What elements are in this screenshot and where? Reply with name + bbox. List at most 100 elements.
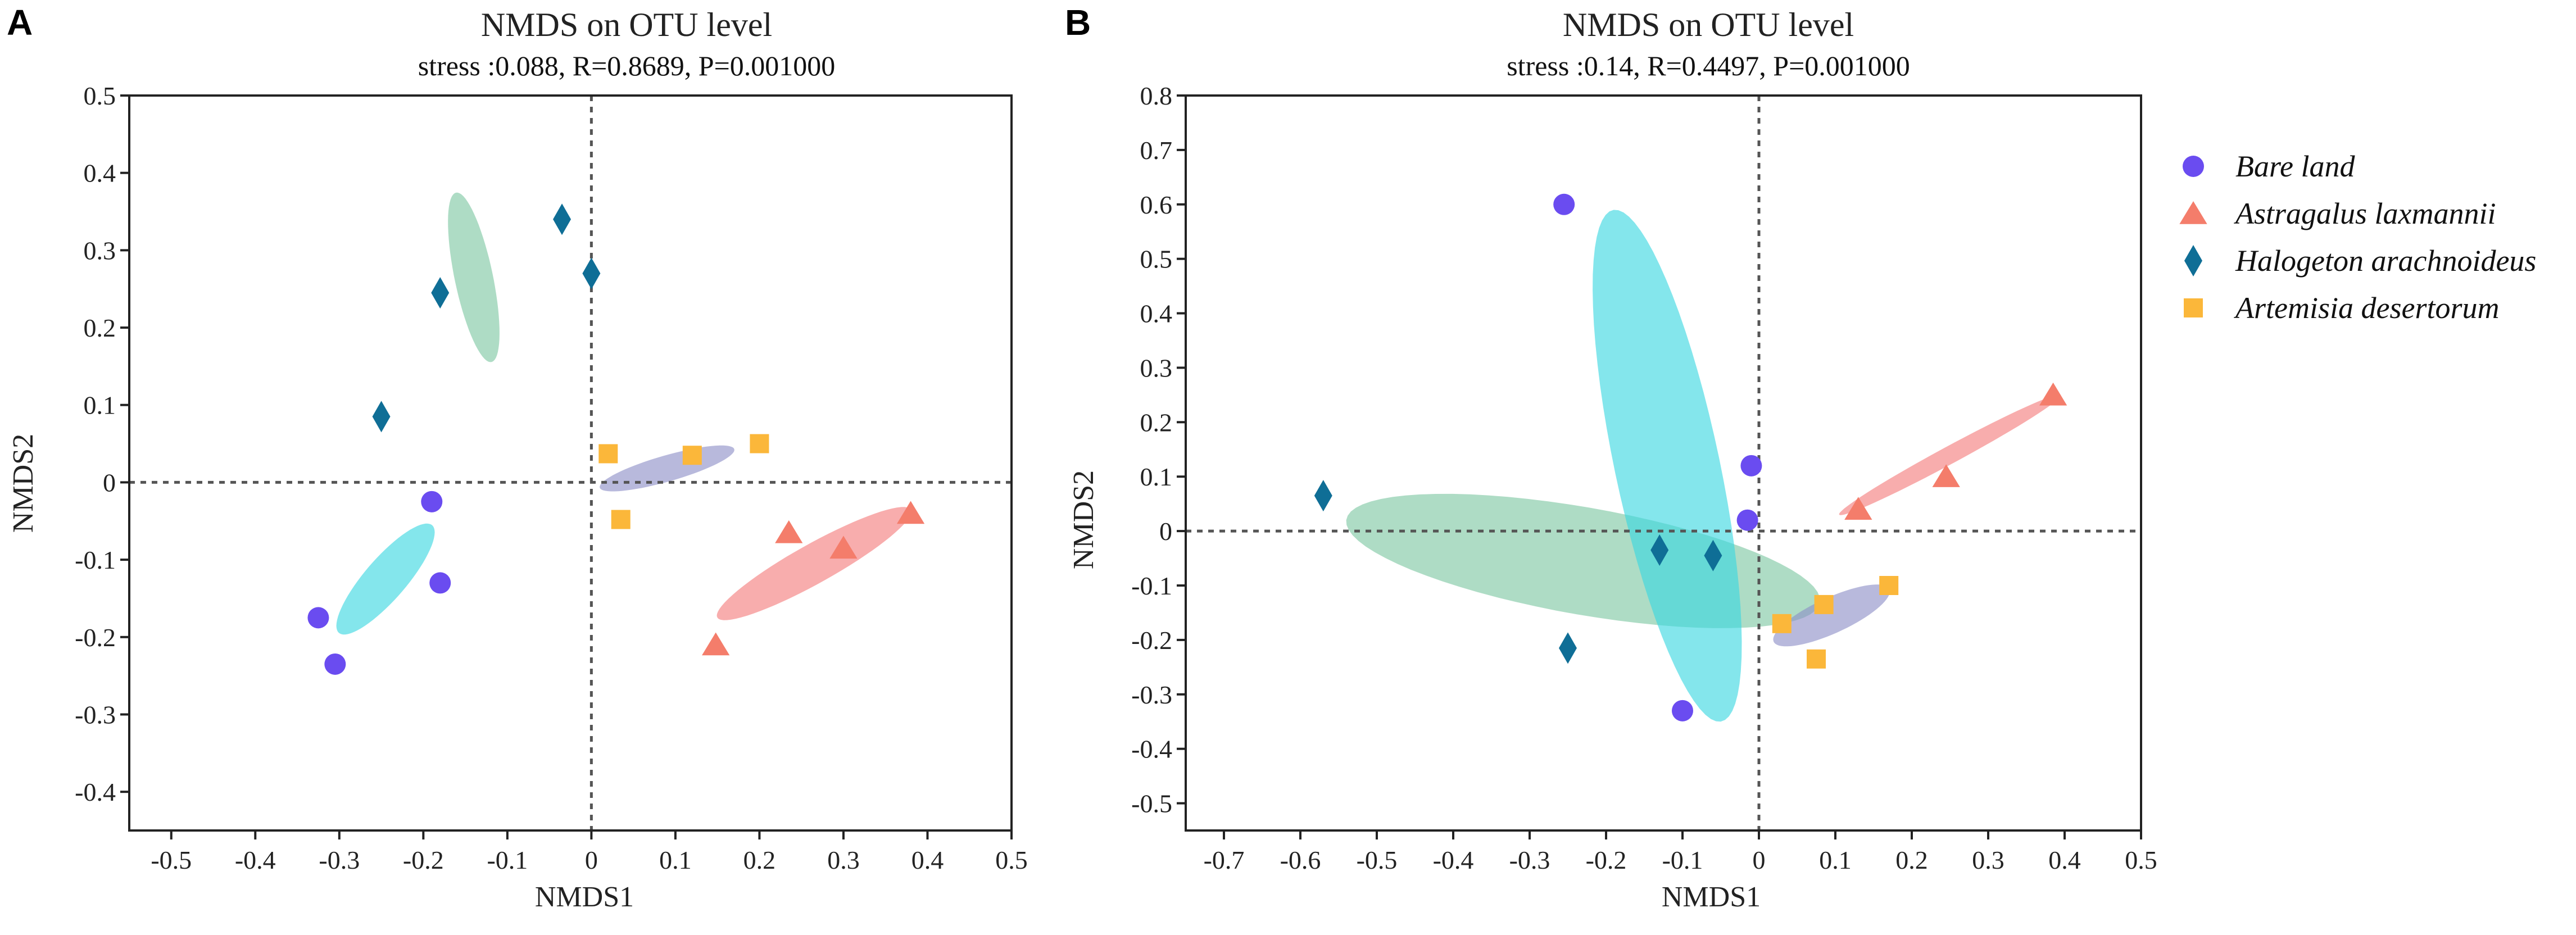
x-tick-label: 0.2 bbox=[743, 846, 776, 874]
panel-b-ellipses bbox=[1346, 210, 2061, 722]
panel-b-xlabel: NMDS1 bbox=[1662, 881, 1761, 913]
point-halogeton bbox=[1559, 632, 1577, 664]
panel-a-zero-lines bbox=[129, 96, 1012, 830]
point-astragalus bbox=[775, 520, 803, 543]
y-tick-label: -0.1 bbox=[75, 546, 116, 574]
x-tick-label: -0.2 bbox=[1586, 846, 1627, 874]
ellipse-bare-land bbox=[1593, 210, 1742, 722]
legend-label-halogeton: Halogeton arachnoideus bbox=[2235, 244, 2536, 278]
y-tick-label: 0.8 bbox=[1140, 81, 1173, 110]
panel-a-points bbox=[307, 203, 925, 675]
x-tick-label: -0.4 bbox=[235, 846, 276, 874]
y-tick-label: -0.4 bbox=[75, 778, 116, 806]
x-tick-label: -0.7 bbox=[1204, 846, 1245, 874]
x-tick-label: 0.1 bbox=[1819, 846, 1852, 874]
panel-b-ylabel: NMDS2 bbox=[1068, 470, 1100, 569]
point-artemisia bbox=[682, 446, 702, 465]
panel-b: B NMDS on OTU level stress :0.14, R=0.44… bbox=[1065, 2, 2157, 913]
x-tick-label: -0.1 bbox=[487, 846, 528, 874]
y-tick-label: 0.3 bbox=[1140, 353, 1173, 382]
point-astragalus bbox=[1844, 497, 1872, 520]
y-tick-label: 0.1 bbox=[1140, 462, 1173, 491]
y-tick-label: 0.4 bbox=[1140, 299, 1173, 328]
point-artemisia bbox=[750, 434, 769, 453]
y-tick-label: 0.2 bbox=[1140, 408, 1173, 437]
panel-a-ellipses bbox=[336, 192, 911, 635]
y-tick-label: 0.3 bbox=[84, 236, 116, 265]
point-astragalus bbox=[1932, 464, 1960, 487]
x-tick-label: 0.5 bbox=[2125, 846, 2157, 874]
point-artemisia bbox=[611, 510, 631, 529]
point-astragalus bbox=[829, 535, 858, 559]
legend-label-artemisia: Artemisia desertorum bbox=[2234, 291, 2499, 325]
point-halogeton bbox=[1704, 539, 1722, 571]
y-tick-label: -0.3 bbox=[1131, 680, 1172, 709]
panel-b-title: NMDS on OTU level bbox=[1563, 6, 1854, 43]
x-tick-label: -0.3 bbox=[1509, 846, 1550, 874]
point-astragalus bbox=[896, 501, 925, 524]
point-halogeton bbox=[582, 257, 601, 289]
panel-label-a: A bbox=[7, 2, 33, 43]
x-tick-label: 0.2 bbox=[1895, 846, 1928, 874]
legend: Bare land Astragalus laxmannii Halogeton a… bbox=[2179, 149, 2536, 325]
panel-b-subtitle: stress :0.14, R=0.4497, P=0.001000 bbox=[1507, 50, 1910, 81]
ellipse-astragalus bbox=[1839, 394, 2061, 515]
legend-label-bare-land: Bare land bbox=[2235, 149, 2355, 183]
legend-marker-halogeton bbox=[2184, 245, 2202, 276]
panel-a-xlabel: NMDS1 bbox=[535, 881, 634, 913]
panel-a-axes: -0.5 -0.4 -0.3 -0.2 -0.1 0 0.1 0.2 0.3 0.4 0.5 -0.4… bbox=[75, 81, 1028, 874]
y-tick-label: 0.2 bbox=[84, 314, 116, 342]
point-halogeton bbox=[1650, 534, 1669, 566]
panel-a-ylabel: NMDS2 bbox=[7, 434, 39, 533]
ellipse-astragalus bbox=[716, 507, 911, 620]
x-tick-label: -0.2 bbox=[403, 846, 444, 874]
y-tick-label: 0.5 bbox=[1140, 245, 1173, 274]
point-halogeton bbox=[372, 401, 391, 433]
x-tick-label: 0 bbox=[585, 846, 598, 874]
panel-label-b: B bbox=[1065, 2, 1091, 43]
point-bare-land bbox=[1553, 193, 1575, 215]
panel-a-title: NMDS on OTU level bbox=[481, 6, 772, 43]
legend-marker-artemisia bbox=[2184, 298, 2203, 317]
x-tick-label: -0.4 bbox=[1433, 846, 1474, 874]
plot-frame bbox=[1185, 94, 2142, 832]
y-tick-label: 0.5 bbox=[84, 81, 116, 110]
x-tick-label: 0.4 bbox=[911, 846, 944, 874]
ellipse-halogeton bbox=[448, 192, 500, 362]
panel-b-points bbox=[1314, 193, 2067, 721]
x-tick-label: -0.5 bbox=[151, 846, 192, 874]
x-tick-label: -0.5 bbox=[1357, 846, 1398, 874]
y-tick-label: -0.2 bbox=[1131, 626, 1172, 655]
y-tick-label: 0.4 bbox=[84, 159, 116, 188]
point-halogeton bbox=[1314, 480, 1332, 512]
y-tick-label: -0.5 bbox=[1131, 789, 1172, 818]
point-bare-land bbox=[1672, 700, 1693, 721]
point-bare-land bbox=[307, 607, 329, 629]
legend-marker-bare-land bbox=[2183, 156, 2204, 177]
point-bare-land bbox=[324, 653, 346, 675]
x-tick-label: 0.5 bbox=[995, 846, 1028, 874]
y-tick-label: -0.2 bbox=[75, 623, 116, 652]
point-astragalus bbox=[2039, 382, 2067, 406]
x-tick-label: 0.3 bbox=[827, 846, 860, 874]
point-astragalus bbox=[702, 632, 730, 656]
y-tick-label: 0.6 bbox=[1140, 190, 1173, 219]
x-tick-label: -0.6 bbox=[1280, 846, 1321, 874]
point-bare-land bbox=[421, 491, 443, 512]
y-tick-label: -0.4 bbox=[1131, 735, 1172, 764]
point-halogeton bbox=[431, 277, 450, 309]
point-artemisia bbox=[1772, 614, 1792, 633]
y-tick-label: 0.7 bbox=[1140, 136, 1173, 165]
y-tick-label: -0.3 bbox=[75, 700, 116, 729]
y-tick-label: 0.1 bbox=[84, 391, 116, 420]
x-tick-label: 0.1 bbox=[659, 846, 692, 874]
point-bare-land bbox=[429, 572, 451, 594]
x-tick-label: 0.3 bbox=[1972, 846, 2004, 874]
point-bare-land bbox=[1740, 455, 1762, 476]
ellipse-artemisia bbox=[600, 445, 734, 492]
ellipse-artemisia bbox=[1773, 584, 1890, 647]
ellipse-bare-land bbox=[336, 523, 435, 635]
plot-frame bbox=[128, 94, 1013, 832]
point-artemisia bbox=[1879, 576, 1899, 595]
